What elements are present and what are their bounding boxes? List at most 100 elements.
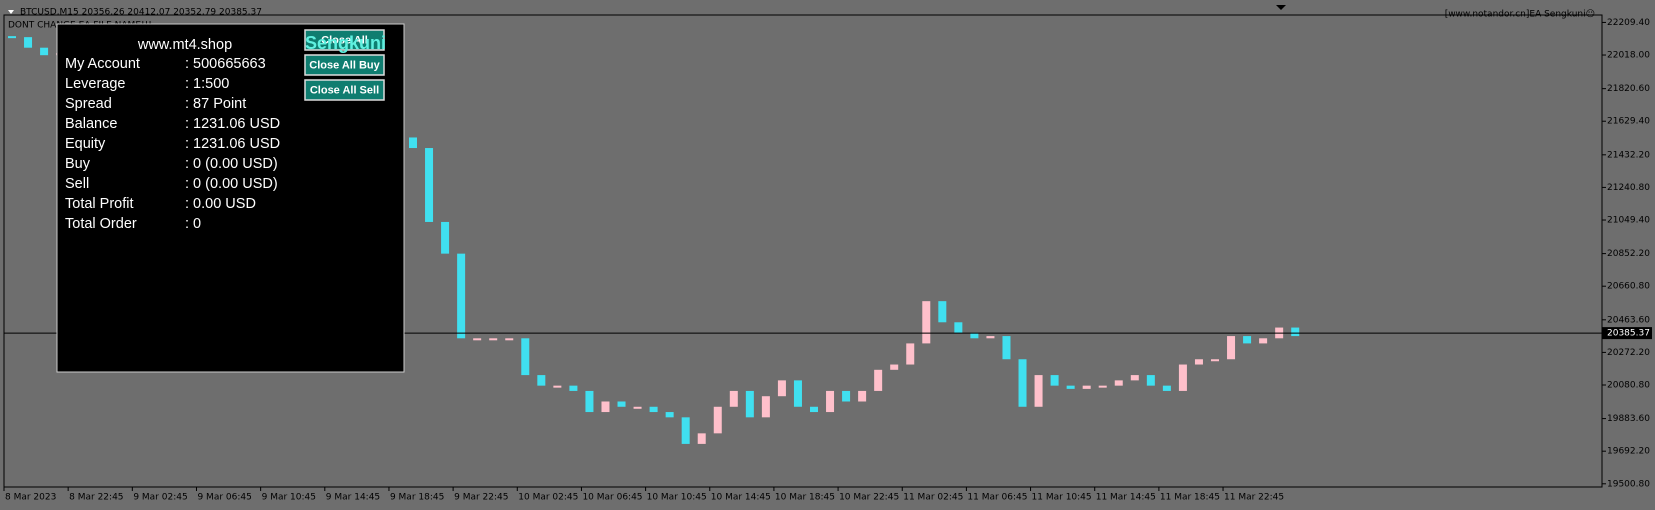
candle-body: [681, 417, 690, 444]
candle-body: [489, 338, 498, 341]
candle-body: [665, 412, 674, 418]
candle-body: [441, 221, 450, 254]
y-tick-label: 20272.20: [1607, 348, 1650, 358]
candle-body: [761, 396, 770, 418]
candle-body: [745, 390, 754, 418]
candle-body: [649, 406, 658, 413]
candle-body: [553, 385, 562, 388]
candle-body: [1146, 375, 1155, 386]
candle-body: [521, 338, 530, 376]
candle-body: [1018, 359, 1027, 407]
candle-body: [24, 37, 33, 48]
button[interactable]: [304, 79, 385, 101]
plot-frame: [3, 14, 1603, 488]
x-tick-label: 9 Mar 06:45: [197, 493, 251, 503]
candle-body: [1050, 375, 1059, 386]
candle-body: [906, 343, 915, 365]
candle-body: [1291, 327, 1300, 337]
x-tick-label: 10 Mar 02:45: [518, 493, 578, 503]
current-price-box: [1602, 327, 1652, 340]
candle-body: [1211, 359, 1219, 362]
candle-body: [954, 322, 963, 333]
row-value: : 87 Point: [185, 96, 246, 112]
x-tick-label: 8 Mar 2023: [5, 493, 56, 503]
symbol-line: BTCUSD,M15 20356.26 20412.07 20352.79 20…: [20, 8, 262, 18]
y-tick-label: 21629.40: [1607, 117, 1650, 127]
button[interactable]: [304, 54, 385, 76]
row-label: Buy: [65, 156, 91, 172]
button-label[interactable]: Close All Buy: [309, 59, 380, 71]
candle-body: [713, 406, 722, 434]
candle-body: [425, 148, 434, 222]
row-label: Sell: [65, 176, 89, 192]
candle-body: [505, 338, 514, 341]
row-label: Equity: [65, 136, 106, 152]
candle-body: [890, 364, 899, 370]
candle-body: [970, 332, 979, 339]
candle-body: [633, 406, 642, 409]
x-tick-label: 9 Mar 10:45: [262, 493, 316, 503]
row-value: : 0: [185, 216, 201, 232]
x-tick-label: 11 Mar 18:45: [1160, 493, 1220, 503]
current-price-label: 20385.37: [1607, 329, 1650, 339]
row-label: Spread: [65, 96, 112, 112]
x-tick-label: 8 Mar 22:45: [69, 493, 123, 503]
y-tick-label: 19883.60: [1607, 414, 1650, 424]
row-value: : 1:500: [185, 76, 229, 92]
row-label: Total Profit: [65, 196, 134, 212]
x-tick-label: 11 Mar 10:45: [1032, 493, 1092, 503]
candle-body: [1259, 338, 1268, 344]
candle-body: [569, 385, 578, 391]
button-label[interactable]: Close All Sell: [310, 84, 379, 96]
candle-body: [537, 375, 546, 386]
candle-body: [842, 390, 851, 402]
x-tick-label: 11 Mar 02:45: [903, 493, 963, 503]
candle-body: [1098, 385, 1107, 388]
x-tick-label: 10 Mar 10:45: [647, 493, 707, 503]
button[interactable]: [304, 29, 385, 51]
x-tick-label: 10 Mar 18:45: [775, 493, 835, 503]
y-tick-label: 22018.00: [1607, 51, 1650, 61]
candle-body: [601, 401, 610, 413]
candle-body: [986, 336, 995, 339]
candle-body: [697, 433, 706, 444]
row-value: : 0.00 USD: [185, 196, 256, 212]
y-tick-label: 20660.80: [1607, 282, 1650, 292]
y-tick-label: 19692.20: [1607, 447, 1650, 457]
candle-body: [1002, 336, 1011, 360]
x-tick-label: 10 Mar 22:45: [839, 493, 899, 503]
candle-body: [777, 380, 786, 397]
row-value: : 1231.06 USD: [185, 136, 280, 152]
candle-body: [473, 338, 482, 341]
button-label[interactable]: Close All: [321, 34, 368, 46]
row-label: Balance: [65, 116, 117, 132]
candle-body: [793, 380, 802, 407]
y-tick-label: 20852.20: [1607, 249, 1650, 259]
y-tick-label: 20463.60: [1607, 315, 1650, 325]
candle-body: [1114, 380, 1123, 386]
candle-body: [1162, 385, 1171, 391]
panel-site: www.mt4.shop: [137, 37, 232, 53]
candle-body: [1066, 385, 1075, 389]
x-tick-label: 11 Mar 06:45: [967, 493, 1027, 503]
x-tick-label: 9 Mar 18:45: [390, 493, 444, 503]
plot: 22209.40 22018.00 21820.60 21629.40 21432.20…: [3, 18, 1652, 503]
candle-body: [409, 137, 417, 149]
row-value: : 0 (0.00 USD): [185, 176, 278, 192]
x-tick-label: 9 Mar 22:45: [454, 493, 508, 503]
candle-body: [1227, 336, 1236, 360]
x-tick-label: 9 Mar 14:45: [326, 493, 380, 503]
info-panel: www.mt4.shop My Account: 500665663 Levera…: [56, 23, 405, 373]
candle-body: [585, 390, 594, 413]
row-value: : 500665663: [185, 56, 266, 72]
shift-marker: [1276, 5, 1286, 10]
candle-body: [938, 301, 947, 323]
menu-arrow: [8, 10, 14, 14]
row-label: Leverage: [65, 76, 125, 92]
candle-body: [1178, 364, 1187, 391]
row-value: : 1231.06 USD: [185, 116, 280, 132]
candle-body: [826, 390, 835, 413]
y-tick-label: 20080.80: [1607, 381, 1650, 391]
row-label: Total Order: [65, 216, 137, 232]
